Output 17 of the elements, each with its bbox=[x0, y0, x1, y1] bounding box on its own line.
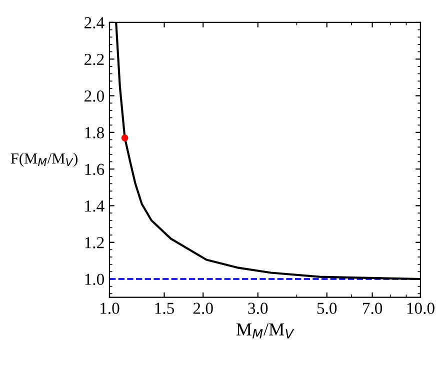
y-tick-label: 1.4 bbox=[85, 200, 104, 212]
x-tick-label: 10.0 bbox=[407, 302, 434, 314]
x-tick-label: 2.0 bbox=[193, 302, 213, 314]
y-tick-label: 1.2 bbox=[85, 237, 104, 248]
x-tick-label: 3.0 bbox=[248, 302, 268, 314]
y-tick-label: 2.2 bbox=[84, 54, 104, 66]
y-tick-label: 1.6 bbox=[85, 164, 104, 176]
x-tick-label: 7.0 bbox=[362, 302, 382, 314]
x-tick-label: 1.0 bbox=[100, 302, 120, 314]
y-tick-label: 1.8 bbox=[85, 127, 104, 138]
y-tick-label: 1.0 bbox=[85, 274, 104, 286]
y-tick-label: 2.4 bbox=[84, 17, 104, 28]
x-axis-title: M$_{M}$/M$_{V}$ bbox=[236, 323, 294, 338]
y-axis-title: F(M$_{M}$/M$_{V}$) bbox=[10, 152, 78, 167]
x-tick-label: 1.5 bbox=[155, 302, 174, 314]
y-tick-label: 2.0 bbox=[84, 90, 104, 102]
x-tick-label: 5.0 bbox=[317, 302, 337, 314]
